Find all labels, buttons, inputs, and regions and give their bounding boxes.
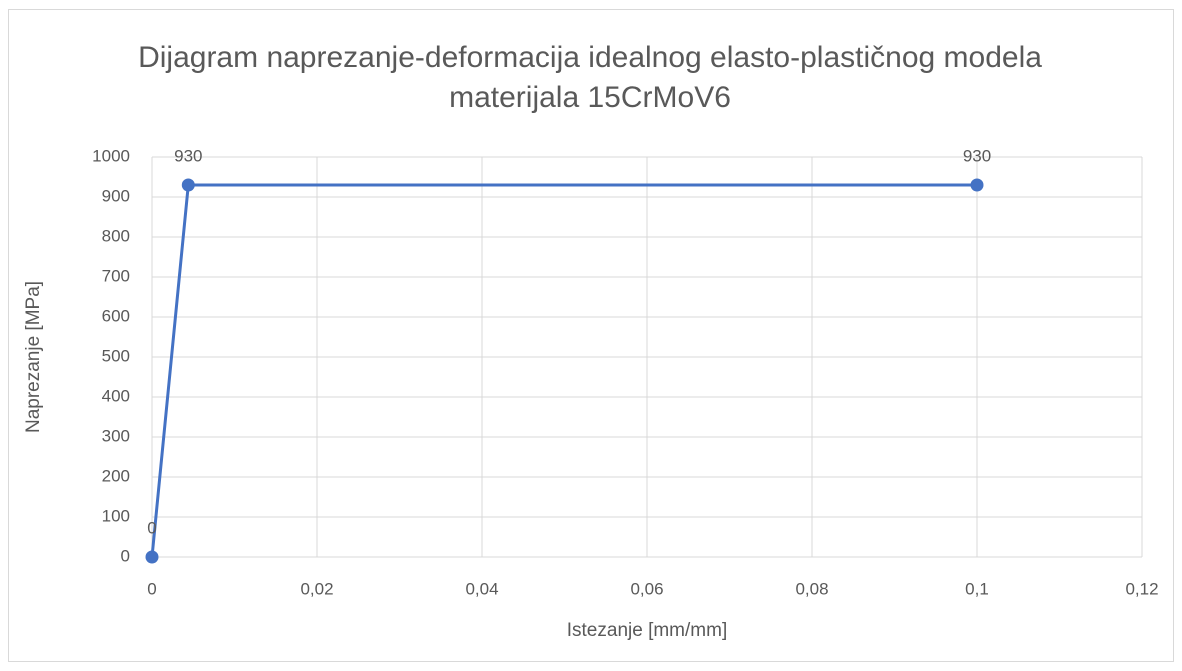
y-tick-label: 400 (102, 386, 130, 405)
data-point (970, 178, 984, 192)
x-tick-label: 0 (147, 579, 156, 598)
data-label: 0 (147, 518, 156, 537)
x-tick-label: 0,04 (465, 579, 498, 598)
x-tick-label: 0,08 (795, 579, 828, 598)
data-label: 930 (174, 146, 202, 165)
x-axis-label: Istezanje [mm/mm] (567, 620, 727, 641)
data-label: 930 (963, 146, 991, 165)
y-tick-label: 1000 (92, 146, 130, 165)
y-tick-label: 0 (121, 546, 130, 565)
x-tick-label: 0,12 (1125, 579, 1158, 598)
x-tick-label: 0,1 (965, 579, 989, 598)
y-tick-label: 200 (102, 466, 130, 485)
chart-title: Dijagram naprezanje-deformacija idealnog… (138, 41, 1042, 114)
data-point (181, 178, 195, 192)
y-tick-label: 100 (102, 506, 130, 525)
y-axis-label: Naprezanje [MPa] (23, 281, 44, 433)
y-tick-label: 900 (102, 186, 130, 205)
data-point (145, 550, 159, 564)
y-tick-label: 300 (102, 426, 130, 445)
x-tick-label: 0,02 (300, 579, 333, 598)
x-tick-label: 0,06 (630, 579, 663, 598)
y-tick-label: 500 (102, 346, 130, 365)
y-tick-label: 700 (102, 266, 130, 285)
y-tick-label: 800 (102, 226, 130, 245)
chart-border (8, 9, 1174, 662)
y-tick-label: 600 (102, 306, 130, 325)
